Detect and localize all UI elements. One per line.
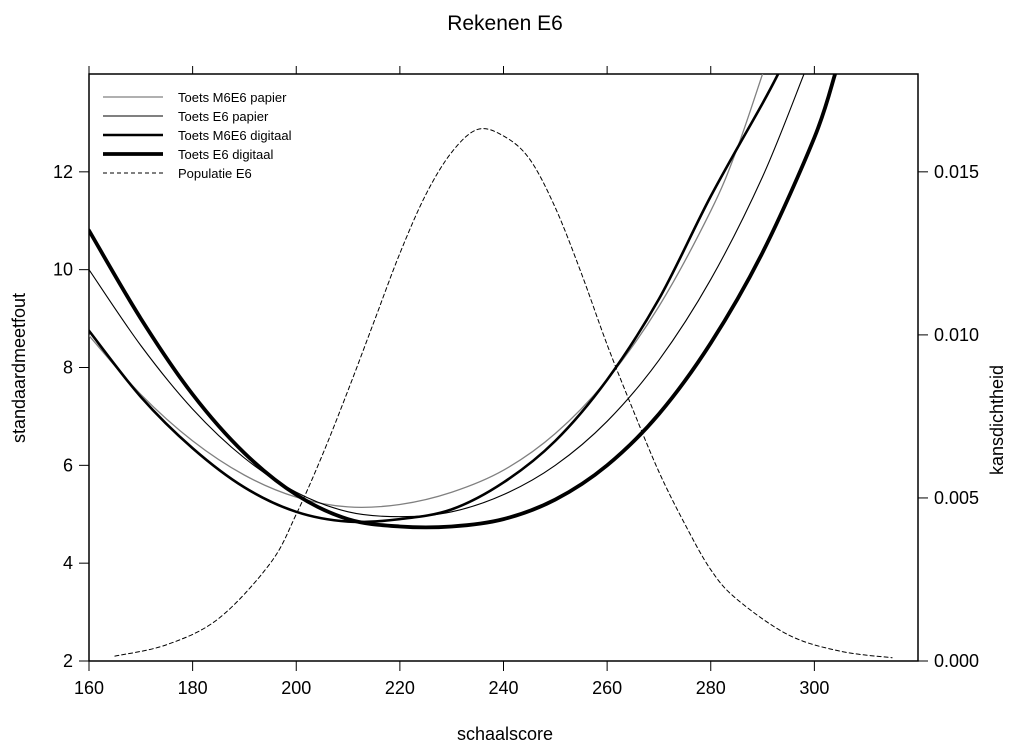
y-tick-label: 10: [53, 260, 73, 280]
legend-label: Toets M6E6 digitaal: [178, 128, 292, 143]
chart-title: Rekenen E6: [447, 12, 563, 35]
y2-tick-label: 0.015: [934, 162, 979, 182]
x-axis-label: schaalscore: [457, 724, 553, 744]
series-group: [89, 74, 893, 659]
y-tick-label: 6: [63, 455, 73, 475]
series-m6e6-papier: [89, 74, 764, 509]
y2-tick-label: 0.005: [934, 488, 979, 508]
x-tick-label: 280: [696, 678, 726, 698]
x-tick-label: 240: [488, 678, 518, 698]
x-tick-label: 260: [592, 678, 622, 698]
y-axis-left: 2 4 6 8 10 12: [53, 162, 89, 671]
series-e6-digitaal: [89, 74, 837, 530]
x-axis: 160 180 200 220 240 260 280 300: [74, 66, 829, 698]
y-axis-label: standaardmeetfout: [9, 293, 29, 443]
x-tick-label: 160: [74, 678, 104, 698]
series-populatie-e6: [114, 128, 893, 659]
y-axis-right: 0.000 0.005 0.010 0.015: [918, 162, 979, 671]
y-tick-label: 12: [53, 162, 73, 182]
series-e6-papier: [89, 74, 805, 518]
legend-label: Toets E6 papier: [178, 109, 269, 124]
y2-tick-label: 0.000: [934, 651, 979, 671]
y-tick-label: 4: [63, 553, 73, 573]
legend-label: Toets E6 digitaal: [178, 147, 274, 162]
legend: Toets M6E6 papier Toets E6 papier Toets M6…: [103, 90, 292, 181]
x-tick-label: 220: [385, 678, 415, 698]
y-tick-label: 2: [63, 651, 73, 671]
x-tick-label: 200: [281, 678, 311, 698]
plot-border: [88, 73, 919, 662]
x-tick-label: 300: [799, 678, 829, 698]
x-tick-label: 180: [178, 678, 208, 698]
legend-label: Populatie E6: [178, 166, 252, 181]
plot-frame: [88, 73, 919, 662]
y2-tick-label: 0.010: [934, 325, 979, 345]
series-m6e6-digitaal: [89, 74, 780, 524]
y-tick-label: 8: [63, 358, 73, 378]
y2-axis-label: kansdichtheid: [987, 365, 1007, 475]
legend-label: Toets M6E6 papier: [178, 90, 287, 105]
